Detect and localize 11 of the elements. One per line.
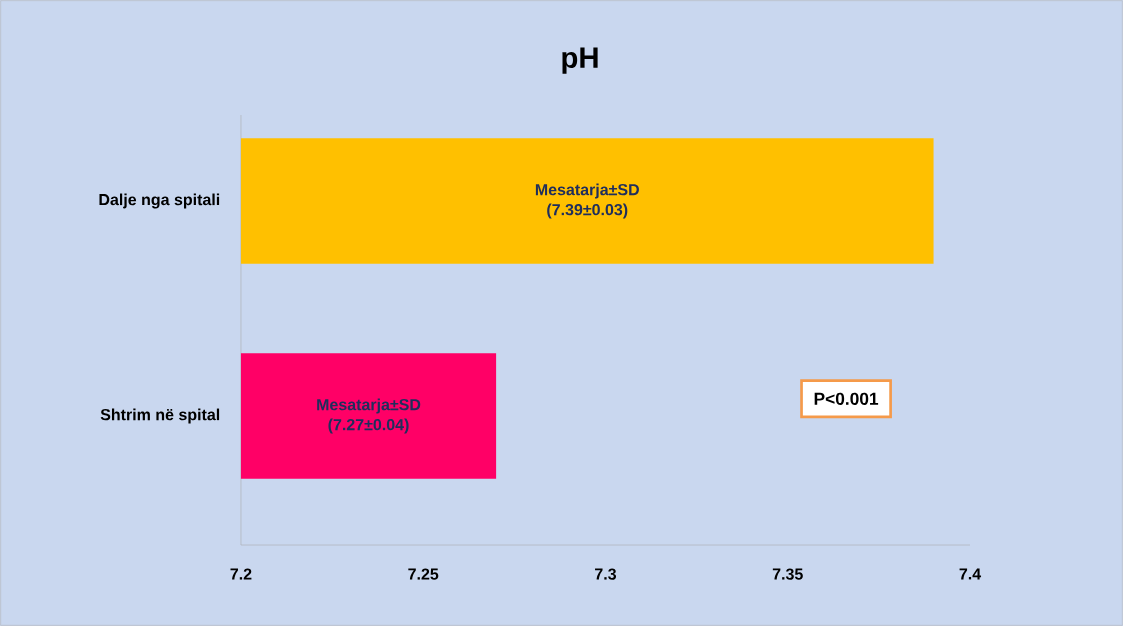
y-tick-label: Dalje nga spitali [99, 193, 220, 209]
x-tick-label: 7.25 [408, 568, 439, 580]
x-tick-label: 7.4 [959, 568, 982, 580]
data-label: Mesatarja±SD (7.39±0.03) [535, 183, 639, 219]
y-tick-label: Shtrim në spital [100, 408, 220, 424]
x-tick-label: 7.3 [595, 568, 617, 580]
data-label: Mesatarja±SD (7.27±0.04) [317, 398, 421, 434]
x-tick-label: 7.2 [230, 568, 252, 580]
chart-title: pH [562, 47, 598, 74]
annotation: P<0.001 [814, 392, 879, 405]
x-tick-label: 7.35 [772, 568, 803, 580]
